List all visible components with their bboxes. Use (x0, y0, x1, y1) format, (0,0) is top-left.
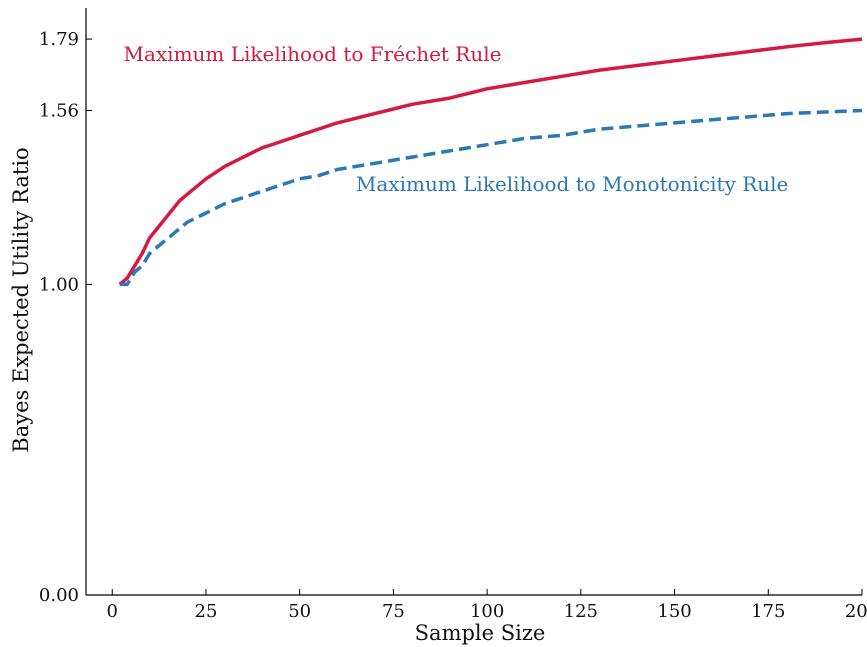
x-tick-label: 175 (751, 601, 785, 622)
annotation-layer: Maximum Likelihood to Fréchet Rule Maximu… (123, 42, 788, 196)
annotation-label: Maximum Likelihood to Monotonicity Rule (356, 172, 789, 196)
x-axis-title: Sample Size (415, 621, 546, 645)
y-tick-label: 1.79 (39, 29, 79, 50)
x-tick-label: 25 (195, 601, 218, 622)
x-tick-label: 150 (657, 601, 691, 622)
series-line-1 (118, 37, 863, 286)
x-tick-label: 0 (107, 601, 118, 622)
annotation-label: Maximum Likelihood to Fréchet Rule (123, 42, 501, 66)
x-tick-label: 200 (845, 601, 867, 622)
x-tick-label: 75 (382, 601, 405, 622)
x-tick-label: 50 (288, 601, 311, 622)
ticks: 0 25 50 75 100 125 150 175 200 0.00 1.00 1.56 1.79 (39, 29, 867, 622)
y-tick-label: 0.00 (39, 585, 79, 606)
x-tick-label: 100 (470, 601, 504, 622)
y-axis-title: Bayes Expected Utility Ratio (9, 147, 33, 452)
x-tick-label: 125 (564, 601, 598, 622)
y-tick-label: 1.00 (39, 274, 79, 295)
series-layer (118, 37, 863, 287)
series-line-2 (119, 108, 863, 287)
axes (85, 8, 862, 596)
y-tick-label: 1.56 (39, 100, 79, 121)
